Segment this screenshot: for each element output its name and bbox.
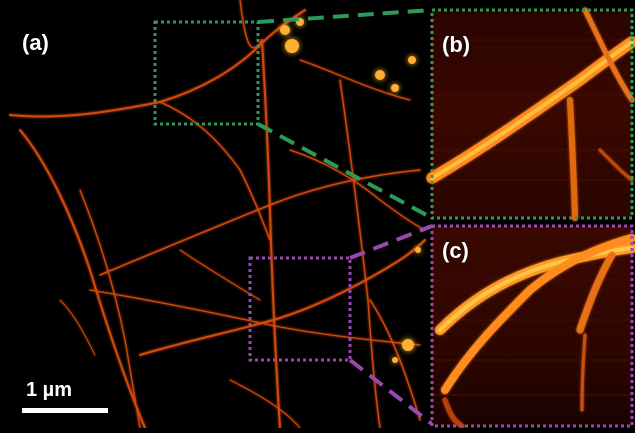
panel-label-c: (c) [442, 238, 469, 263]
panel-c-image [430, 224, 635, 429]
panel-a-image [9, 0, 426, 429]
scale-bar-label: 1 µm [26, 379, 72, 401]
panel-label-b: (b) [442, 32, 471, 57]
panel-label-a: (a) [22, 30, 49, 55]
panel-b-image [426, 7, 635, 221]
